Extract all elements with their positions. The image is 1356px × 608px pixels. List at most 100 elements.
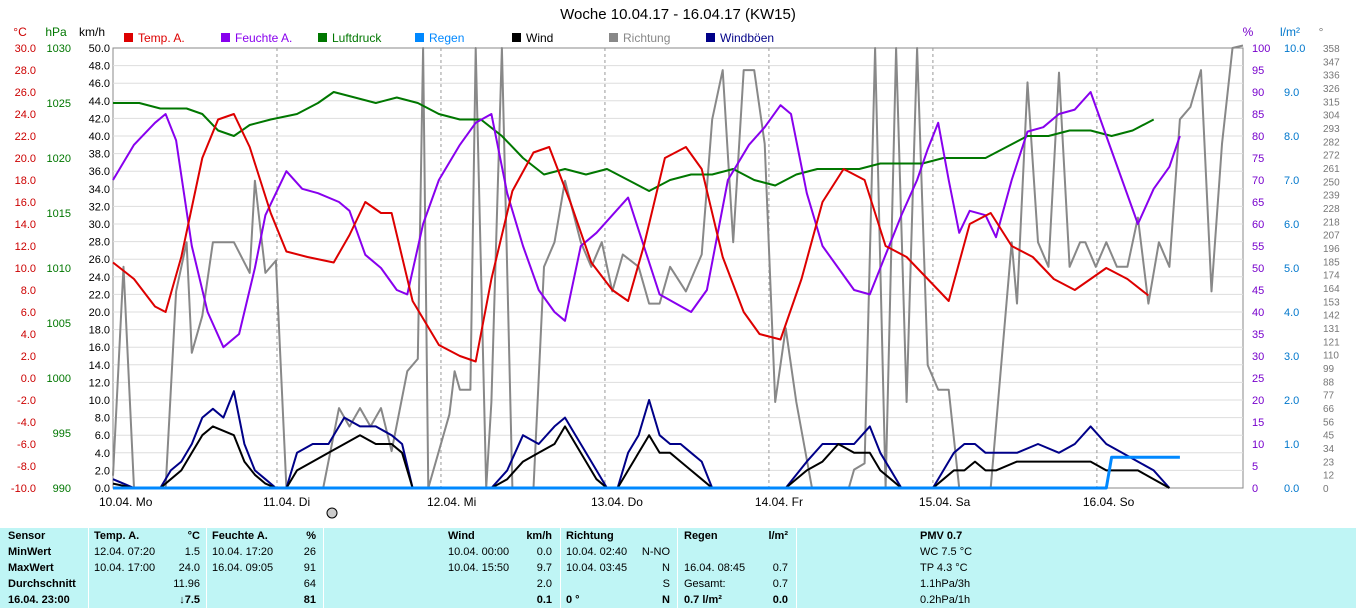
direction-tick-label: 77	[1323, 391, 1335, 402]
humidity-tick-label: 35	[1252, 329, 1264, 341]
legend-swatch	[415, 33, 424, 42]
divider	[206, 528, 207, 608]
direction-tick-label: 23	[1323, 457, 1335, 468]
temp-axis-unit: °C	[13, 25, 27, 39]
temp-header: Temp. A.	[94, 530, 140, 542]
direction-tick-label: 293	[1323, 124, 1340, 135]
legend-swatch	[221, 33, 230, 42]
series-line-temp-a-	[112, 113, 1150, 363]
temp-tick-label: 4.0	[21, 329, 36, 341]
temp-tick-label: 12.0	[15, 241, 36, 253]
legend-swatch	[609, 33, 618, 42]
temp-tick-label: 0.0	[21, 373, 36, 385]
direction-tick-label: 66	[1323, 404, 1335, 415]
humidity-tick-label: 65	[1252, 197, 1264, 209]
legend-label: Temp. A.	[138, 31, 185, 45]
wind-tick-label: 30.0	[89, 219, 110, 231]
humidity-tick-label: 60	[1252, 219, 1264, 231]
humidity-tick-label: 50	[1252, 263, 1264, 275]
rain-unit: l/m²	[768, 530, 788, 542]
humidity-tick-label: 90	[1252, 87, 1264, 99]
rain-max-time: 16.04. 08:45	[684, 562, 746, 574]
humidity-max-time: 16.04. 09:05	[212, 562, 274, 574]
temp-unit: °C	[187, 530, 200, 542]
direction-tick-label: 336	[1323, 71, 1340, 82]
divider	[560, 528, 561, 608]
legend-label: Feuchte A.	[235, 31, 292, 45]
temp-tick-label: 8.0	[21, 285, 36, 297]
direction-current-degrees: 0 °	[566, 594, 580, 606]
direction-max-value: N	[662, 562, 670, 574]
divider	[323, 528, 324, 608]
humidity-tick-label: 25	[1252, 373, 1264, 385]
wind-column: Wind km/h 10.04. 00:00 0.0 10.04. 15:50 9.7…	[448, 528, 552, 608]
pmv-windchill: WC 7.5 °C	[920, 546, 973, 558]
wind-tick-label: 4.0	[95, 448, 110, 460]
direction-axis-unit: °	[1319, 25, 1324, 39]
wind-tick-label: 14.0	[89, 360, 110, 372]
wind-avg-value: 2.0	[536, 578, 552, 590]
pressure-tick-label: 1000	[47, 373, 71, 385]
row-label-min: MinWert	[8, 546, 52, 558]
direction-tick-label: 0	[1323, 484, 1329, 495]
pressure-tick-label: 1005	[47, 318, 71, 330]
series-line-richtung	[112, 44, 1244, 489]
wind-axis-unit: km/h	[79, 25, 105, 39]
direction-tick-label: 153	[1323, 297, 1340, 308]
rain-tick-label: 1.0	[1284, 439, 1299, 451]
x-tick-label: 11.04. Di	[263, 495, 310, 509]
temp-tick-label: 30.0	[15, 43, 36, 55]
rain-tick-label: 8.0	[1284, 131, 1299, 143]
temp-tick-label: 14.0	[15, 219, 36, 231]
divider	[88, 528, 89, 608]
wind-tick-label: 6.0	[95, 430, 110, 442]
direction-min-time: 10.04. 02:40	[566, 546, 628, 558]
pressure-tick-label: 1025	[47, 98, 71, 110]
rain-tick-label: 3.0	[1284, 351, 1299, 363]
x-tick-label: 13.04. Do	[591, 495, 643, 509]
direction-column: Richtung 10.04. 02:40 N-NO 10.04. 03:45 N …	[566, 528, 670, 608]
wind-tick-label: 20.0	[89, 307, 110, 319]
temp-column: Temp. A. °C 12.04. 07:20 1.5 10.04. 17:00 2…	[94, 528, 200, 608]
rain-tick-label: 10.0	[1284, 43, 1305, 55]
rain-tick-label: 6.0	[1284, 219, 1299, 231]
humidity-min-value: 26	[303, 546, 316, 558]
legend-label: Wind	[526, 31, 553, 45]
x-tick-label: 16.04. So	[1083, 495, 1135, 509]
rain-axis-unit: l/m²	[1280, 25, 1300, 39]
direction-tick-label: 12	[1323, 471, 1335, 482]
direction-tick-label: 315	[1323, 97, 1340, 108]
direction-tick-label: 164	[1323, 284, 1340, 295]
humidity-min-time: 10.04. 17:20	[212, 546, 274, 558]
rain-tick-label: 2.0	[1284, 395, 1299, 407]
temp-avg-value: 11.96	[173, 578, 200, 590]
wind-max-value: 9.7	[536, 562, 552, 574]
pressure-tick-label: 1010	[47, 263, 71, 275]
rain-tick-label: 5.0	[1284, 263, 1299, 275]
wind-tick-label: 28.0	[89, 237, 110, 249]
temp-min-time: 12.04. 07:20	[94, 546, 156, 558]
chart-title: Woche 10.04.17 - 16.04.17 (KW15)	[560, 6, 796, 23]
wind-tick-label: 50.0	[89, 43, 110, 55]
direction-tick-label: 228	[1323, 204, 1340, 215]
humidity-tick-label: 95	[1252, 65, 1264, 77]
x-tick-label: 10.04. Mo	[99, 495, 153, 509]
wind-tick-label: 0.0	[95, 483, 110, 495]
wind-current-value: 0.1	[536, 594, 552, 606]
wind-tick-label: 18.0	[89, 325, 110, 337]
humidity-tick-label: 80	[1252, 131, 1264, 143]
rain-tick-label: 0.0	[1284, 483, 1299, 495]
legend-swatch	[124, 33, 133, 42]
series-line-windböen	[112, 390, 1171, 489]
wind-tick-label: 32.0	[89, 201, 110, 213]
direction-current-value: N	[662, 594, 670, 606]
temp-tick-label: -8.0	[17, 461, 36, 473]
wind-tick-label: 44.0	[89, 96, 110, 108]
stats-panel: Sensor MinWert MaxWert Durchschnitt 16.0…	[0, 528, 1356, 608]
direction-tick-label: 110	[1323, 351, 1339, 362]
temp-max-time: 10.04. 17:00	[94, 562, 156, 574]
direction-tick-label: 326	[1323, 84, 1340, 95]
legend-swatch	[512, 33, 521, 42]
wind-tick-label: 42.0	[89, 113, 110, 125]
direction-min-value: N-NO	[641, 546, 670, 558]
